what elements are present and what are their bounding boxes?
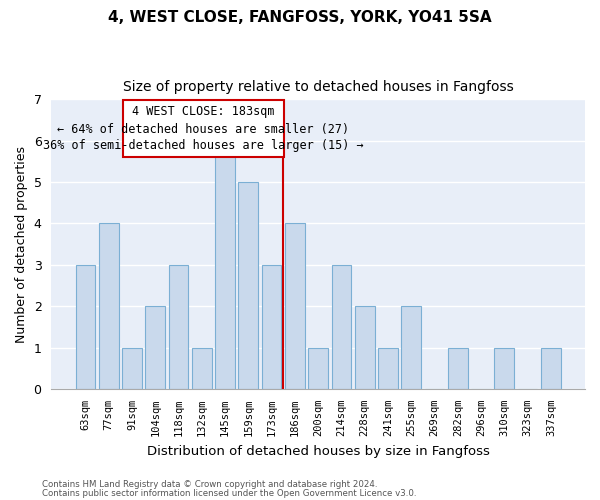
Bar (355, 306, 374, 389)
Bar (378, 348, 398, 389)
Bar (262, 265, 281, 389)
Text: 4, WEST CLOSE, FANGFOSS, YORK, YO41 5SA: 4, WEST CLOSE, FANGFOSS, YORK, YO41 5SA (108, 10, 492, 25)
Bar (76, 265, 95, 389)
Text: Contains public sector information licensed under the Open Government Licence v3: Contains public sector information licen… (42, 489, 416, 498)
Y-axis label: Number of detached properties: Number of detached properties (15, 146, 28, 342)
Bar (238, 182, 258, 389)
Bar (285, 224, 305, 389)
Bar (169, 265, 188, 389)
Bar (332, 265, 352, 389)
Bar (308, 348, 328, 389)
Text: 4 WEST CLOSE: 183sqm: 4 WEST CLOSE: 183sqm (132, 105, 275, 118)
Bar (215, 140, 235, 389)
Bar (122, 348, 142, 389)
Bar (192, 348, 212, 389)
Text: 36% of semi-detached houses are larger (15) →: 36% of semi-detached houses are larger (… (43, 139, 364, 152)
FancyBboxPatch shape (122, 100, 284, 158)
Bar (401, 306, 421, 389)
Bar (448, 348, 467, 389)
Text: Contains HM Land Registry data © Crown copyright and database right 2024.: Contains HM Land Registry data © Crown c… (42, 480, 377, 489)
Bar (145, 306, 165, 389)
X-axis label: Distribution of detached houses by size in Fangfoss: Distribution of detached houses by size … (147, 444, 490, 458)
Bar (494, 348, 514, 389)
Bar (99, 224, 119, 389)
Text: ← 64% of detached houses are smaller (27): ← 64% of detached houses are smaller (27… (58, 123, 350, 136)
Bar (541, 348, 561, 389)
Title: Size of property relative to detached houses in Fangfoss: Size of property relative to detached ho… (123, 80, 514, 94)
